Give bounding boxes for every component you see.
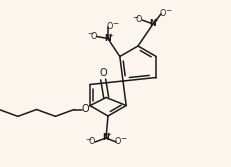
- Text: O: O: [99, 67, 106, 77]
- Text: O: O: [159, 10, 165, 19]
- Text: O: O: [88, 137, 95, 146]
- Text: −: −: [111, 21, 117, 27]
- Text: O: O: [90, 32, 97, 41]
- Text: O: O: [81, 104, 89, 114]
- Text: O: O: [106, 22, 112, 31]
- Text: −: −: [131, 15, 137, 21]
- Text: +: +: [153, 19, 158, 24]
- Text: N: N: [104, 34, 111, 43]
- Text: O: O: [114, 137, 121, 146]
- Text: −: −: [86, 32, 92, 38]
- Text: O: O: [135, 16, 142, 25]
- Text: −: −: [85, 137, 91, 143]
- Text: −: −: [119, 136, 125, 142]
- Text: N: N: [149, 20, 156, 29]
- Text: N: N: [102, 133, 109, 142]
- Text: −: −: [164, 8, 170, 14]
- Text: +: +: [106, 132, 111, 137]
- Text: +: +: [108, 33, 113, 38]
